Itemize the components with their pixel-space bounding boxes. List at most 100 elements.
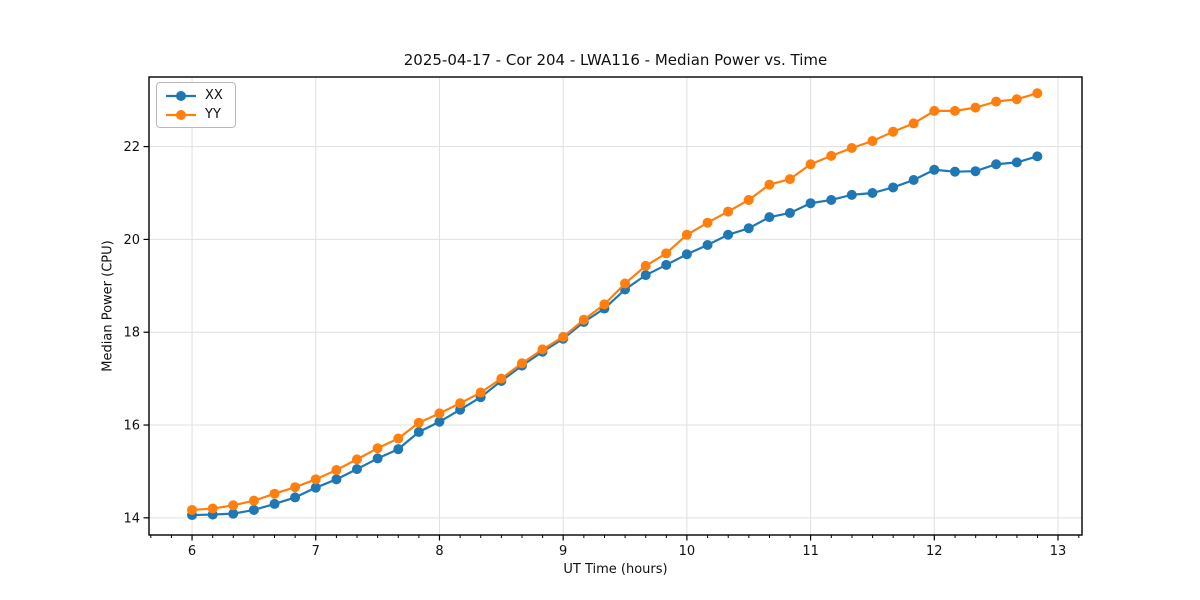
series-yy-marker xyxy=(723,206,734,217)
series-yy-marker xyxy=(929,105,940,116)
series-xx-marker xyxy=(784,207,795,218)
series-xx-marker xyxy=(640,270,651,281)
series-yy-marker xyxy=(248,495,259,506)
series-xx-marker xyxy=(846,189,857,200)
x-tick-label: 8 xyxy=(435,544,443,559)
series-xx-marker xyxy=(1032,151,1043,162)
series-yy-marker xyxy=(558,331,569,342)
series-xx-marker xyxy=(826,194,837,205)
series-xx-marker xyxy=(702,239,713,250)
x-tick-label: 9 xyxy=(559,544,567,559)
x-tick-label: 12 xyxy=(926,544,943,559)
series-yy-marker xyxy=(640,260,651,271)
series-yy-marker xyxy=(1011,94,1022,105)
series-yy-marker xyxy=(331,465,342,476)
series-yy-line xyxy=(191,92,1038,512)
series-yy-marker xyxy=(413,417,424,428)
series-xx-marker xyxy=(331,474,342,485)
legend-item-xx: XX xyxy=(165,88,223,103)
series-yy-marker xyxy=(578,314,589,325)
series-xx-marker xyxy=(228,508,239,519)
series-xx-marker xyxy=(393,444,404,455)
series-yy-marker xyxy=(434,408,445,419)
x-axis-label: UT Time (hours) xyxy=(563,562,668,577)
series-yy-marker xyxy=(372,443,383,454)
legend-label-yy: YY xyxy=(205,107,221,122)
x-tick-label: 6 xyxy=(188,544,196,559)
x-tick-label: 13 xyxy=(1050,544,1067,559)
series-yy-marker xyxy=(867,136,878,147)
series-yy-marker xyxy=(888,126,899,137)
series-xx-marker xyxy=(970,166,981,177)
legend-item-yy: YY xyxy=(165,107,223,122)
series-xx-marker xyxy=(867,188,878,199)
y-axis-label: Median Power (CPU) xyxy=(100,240,116,372)
series-yy-marker xyxy=(455,398,466,409)
x-tick-label: 10 xyxy=(679,544,696,559)
series-yy-marker xyxy=(805,159,816,170)
series-yy-marker xyxy=(1032,88,1043,99)
series-yy-marker xyxy=(187,504,198,515)
series-yy-marker xyxy=(537,344,548,355)
y-tick-label: 20 xyxy=(123,233,140,248)
series-yy-marker xyxy=(269,488,280,499)
plot-border xyxy=(148,76,1083,536)
series-yy-marker xyxy=(290,482,301,493)
series-xx-marker xyxy=(743,223,754,234)
series-xx-marker xyxy=(434,416,445,427)
x-tick-label: 11 xyxy=(802,544,819,559)
series-yy-marker xyxy=(351,454,362,465)
series-yy-marker xyxy=(991,96,1002,107)
series-yy-marker xyxy=(496,373,507,384)
series-yy-marker xyxy=(743,194,754,205)
series-xx-marker xyxy=(1011,157,1022,168)
series-yy-marker xyxy=(764,179,775,190)
series-yy-marker xyxy=(949,105,960,116)
y-tick-label: 22 xyxy=(123,140,140,155)
series-yy-marker xyxy=(516,358,527,369)
series-xx-marker xyxy=(413,426,424,437)
x-tick-label: 7 xyxy=(312,544,320,559)
series-yy-marker xyxy=(970,102,981,113)
series-yy-marker xyxy=(702,217,713,228)
y-tick-label: 14 xyxy=(123,511,140,526)
series-yy-marker xyxy=(228,500,239,511)
series-yy-marker xyxy=(661,248,672,259)
series-xx-marker xyxy=(269,498,280,509)
chart-title: 2025-04-17 - Cor 204 - LWA116 - Median P… xyxy=(403,51,828,69)
legend-label-xx: XX xyxy=(205,88,223,103)
series-xx-marker xyxy=(929,164,940,175)
series-yy-marker xyxy=(599,299,610,310)
series-xx-marker xyxy=(310,482,321,493)
legend-swatch-xx xyxy=(166,90,196,101)
legend: XX YY xyxy=(156,82,236,128)
series-xx-line xyxy=(192,155,1038,517)
series-xx-marker xyxy=(351,464,362,475)
series-yy-marker xyxy=(681,229,692,240)
legend-swatch-yy xyxy=(166,109,196,120)
series-yy-marker xyxy=(207,503,218,514)
series-yy-marker xyxy=(846,142,857,153)
series-xx-marker xyxy=(661,259,672,270)
series-yy-marker xyxy=(475,387,486,398)
series-xx-marker xyxy=(991,159,1002,170)
series-xx-marker xyxy=(908,175,919,186)
series-xx-marker xyxy=(723,229,734,240)
series-yy-marker xyxy=(393,433,404,444)
series-xx-marker xyxy=(372,453,383,464)
series-xx-marker xyxy=(764,212,775,223)
series-yy-marker xyxy=(310,474,321,485)
series-yy-marker xyxy=(826,150,837,161)
series-yy-marker xyxy=(908,118,919,129)
series-xx-marker xyxy=(805,198,816,209)
y-tick-label: 16 xyxy=(123,419,140,434)
series-xx-marker xyxy=(949,166,960,177)
series-yy-marker xyxy=(784,174,795,185)
series-xx-marker xyxy=(290,492,301,503)
series-xx-marker xyxy=(888,182,899,193)
y-tick-label: 18 xyxy=(123,326,140,341)
series-xx-marker xyxy=(681,249,692,260)
series-yy-marker xyxy=(620,278,631,289)
